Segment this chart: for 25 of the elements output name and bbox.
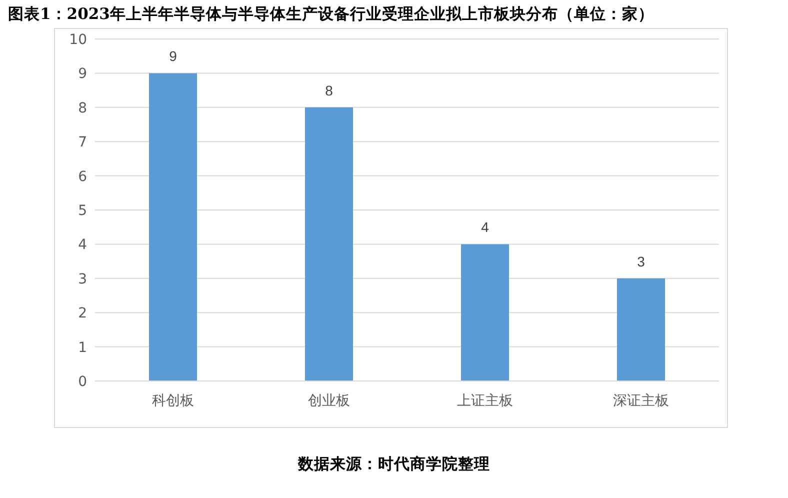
bar bbox=[149, 73, 197, 381]
y-tick-label: 5 bbox=[78, 202, 87, 219]
x-tick-label: 上证主板 bbox=[457, 392, 513, 409]
data-label: 4 bbox=[481, 219, 490, 236]
x-tick-label: 科创板 bbox=[152, 392, 194, 409]
source-note: 数据来源：时代商学院整理 bbox=[296, 454, 491, 475]
bar bbox=[461, 244, 509, 381]
y-tick-label: 10 bbox=[69, 32, 87, 48]
y-tick-label: 7 bbox=[78, 134, 87, 151]
bar bbox=[617, 278, 665, 381]
data-label: 9 bbox=[169, 48, 178, 64]
y-tick-label: 6 bbox=[78, 168, 88, 185]
y-tick-label: 2 bbox=[78, 306, 87, 322]
data-label: 3 bbox=[637, 253, 646, 270]
x-tick-label: 深证主板 bbox=[613, 392, 669, 409]
y-tick-label: 8 bbox=[78, 100, 87, 116]
y-tick-label: 3 bbox=[78, 271, 87, 288]
y-tick-label: 0 bbox=[78, 374, 87, 390]
chart-title: 图表1：2023年上半年半导体与半导体生产设备行业受理企业拟上市板块分布（单位：家） bbox=[8, 4, 655, 25]
y-tick-label: 1 bbox=[78, 340, 87, 356]
bar bbox=[305, 107, 353, 381]
y-tick-label: 9 bbox=[78, 66, 87, 82]
data-label: 8 bbox=[325, 82, 334, 98]
x-tick-label: 创业板 bbox=[308, 392, 350, 409]
y-tick-label: 4 bbox=[78, 237, 88, 254]
